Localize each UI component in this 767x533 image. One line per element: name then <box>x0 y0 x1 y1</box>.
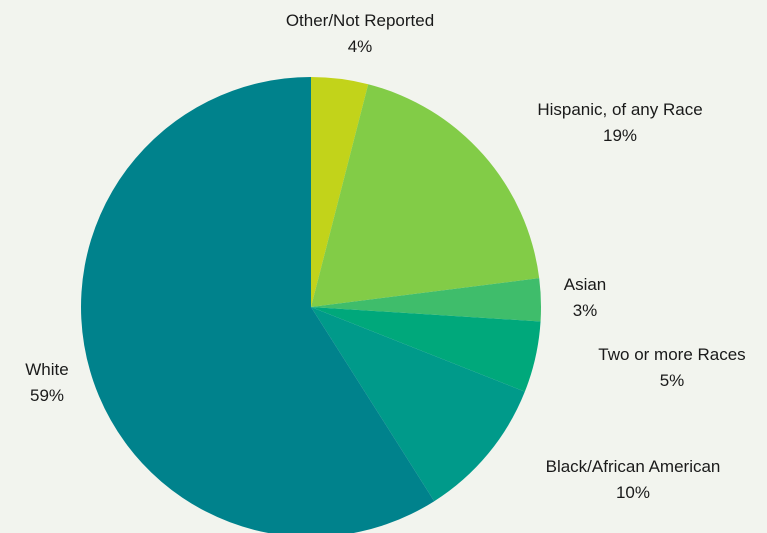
pie-slice-other <box>311 77 369 307</box>
slice-label-hispanic: Hispanic, of any Race 19% <box>537 97 702 149</box>
slice-name-two-or-more: Two or more Races <box>598 345 746 364</box>
slice-label-other: Other/Not Reported 4% <box>286 8 434 60</box>
slice-label-asian: Asian 3% <box>564 272 607 324</box>
slice-value-white: 59% <box>29 386 65 405</box>
pie-slice-asian <box>311 278 542 322</box>
slice-name-asian: Asian <box>563 275 607 294</box>
pie-slice-black <box>311 307 525 502</box>
pie-slice-white <box>81 77 435 533</box>
pie-slice-hispanic <box>311 84 540 307</box>
slice-value-hispanic: 19% <box>602 126 638 145</box>
slice-label-white: White 59% <box>25 357 68 409</box>
slice-value-other: 4% <box>347 37 373 56</box>
slice-value-black: 10% <box>615 483 651 502</box>
slice-name-hispanic: Hispanic, of any Race <box>537 100 703 119</box>
slice-label-black: Black/African American 10% <box>546 454 721 506</box>
slice-name-black: Black/African American <box>545 457 721 476</box>
slice-name-other: Other/Not Reported <box>285 11 435 30</box>
slice-value-asian: 3% <box>572 301 598 320</box>
slice-name-white: White <box>25 360 69 379</box>
slice-value-two-or-more: 5% <box>659 371 685 390</box>
pie-slice-two-or-more <box>311 307 541 392</box>
slice-label-two-or-more: Two or more Races 5% <box>598 342 745 394</box>
